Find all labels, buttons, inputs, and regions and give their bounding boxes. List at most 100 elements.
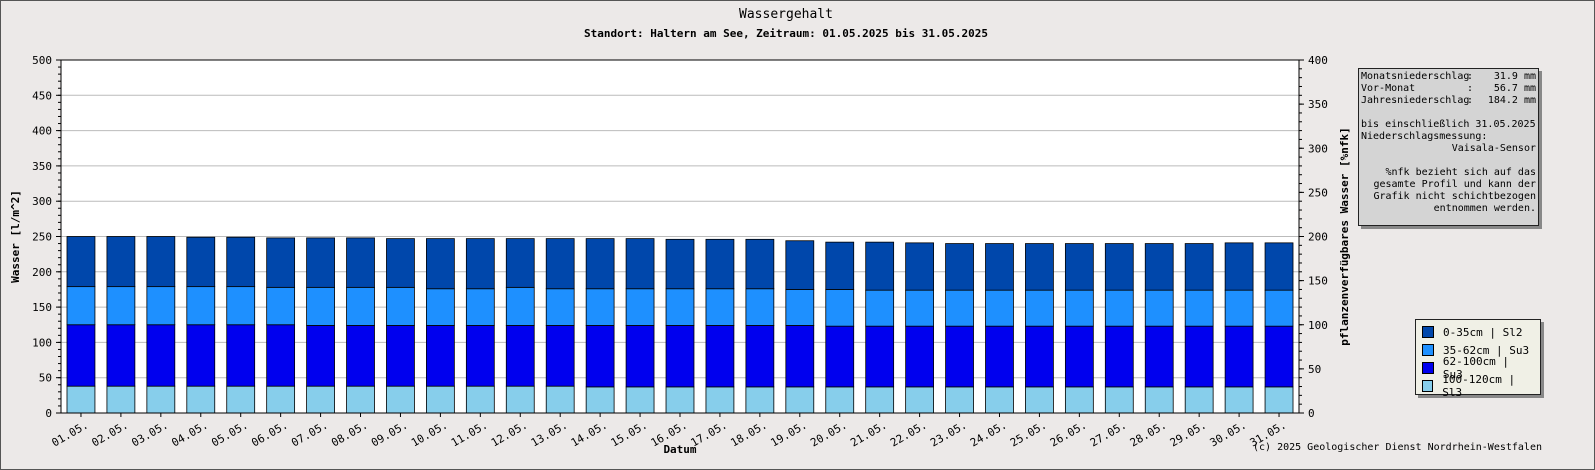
info-row-label: Monatsniederschlag: [1361, 71, 1470, 82]
bar-segment: [745, 325, 775, 388]
bar-segment: [625, 386, 655, 414]
chart-subtitle: Standort: Haltern am See, Zeitraum: 01.0…: [584, 27, 988, 40]
y-tick-label: 300: [32, 195, 52, 208]
bar-segment: [1025, 243, 1054, 291]
bar-segment: [785, 240, 815, 290]
bar-segment: [306, 325, 335, 387]
bar-segment: [1104, 289, 1134, 327]
bar-segment: [386, 325, 415, 387]
bar-segment: [505, 385, 535, 414]
bar-segment: [186, 286, 216, 326]
x-tick-label: 25.05.: [1008, 418, 1049, 449]
bar-segment: [386, 238, 415, 288]
bar-segment: [1224, 242, 1254, 291]
info-row-label: Vor-Monat: [1361, 83, 1416, 94]
bar-segment: [346, 286, 375, 326]
bar-segment: [905, 242, 934, 291]
bar-segment: [705, 386, 735, 414]
bar-segment: [106, 286, 136, 326]
legend-item: 0-35cm | Sl2: [1422, 323, 1534, 341]
bar-segment: [585, 238, 615, 290]
bar-segment: [665, 386, 695, 414]
bar-segment: [545, 385, 575, 414]
x-tick-label: 29.05.: [1168, 418, 1209, 449]
bar-segment: [1184, 386, 1214, 414]
bar-segment: [945, 386, 974, 414]
info-row-sep: :: [1467, 95, 1474, 106]
bar-segment: [266, 237, 296, 288]
bar-segment: [705, 288, 735, 326]
bar-segment: [1064, 325, 1094, 388]
precipitation-info-box: Monatsniederschlag: 31.9 mm Vor-Monat: 56.7…: [1358, 68, 1539, 226]
bar-segment: [226, 324, 256, 387]
legend-label: 100-120cm | Sl3: [1442, 373, 1516, 399]
x-tick-label: 15.05.: [609, 418, 650, 449]
bar-segment: [146, 385, 176, 414]
x-tick-label: 10.05.: [409, 418, 450, 449]
chart-title: Wassergehalt: [739, 7, 833, 22]
y-right-tick-label: 200: [1308, 231, 1328, 244]
bar-segment: [346, 385, 375, 414]
x-tick-label: 09.05.: [369, 418, 410, 449]
x-tick-label: 22.05.: [888, 418, 929, 449]
bar-segment: [306, 237, 335, 288]
bar-segment: [1264, 242, 1294, 291]
y-right-tick-label: 350: [1308, 98, 1328, 111]
bar-segment: [865, 241, 895, 291]
bar-segment: [985, 386, 1014, 414]
bar-segment: [545, 238, 575, 290]
bar-segment: [625, 238, 655, 290]
bar-segment: [585, 288, 615, 326]
bar-segment: [386, 286, 415, 326]
bar-segment: [1264, 386, 1294, 414]
legend-item: 62-100cm | Su3: [1422, 355, 1534, 381]
bar-segment: [1025, 289, 1054, 327]
x-tick-label: 01.05.: [50, 418, 91, 449]
bar-segment: [785, 386, 815, 414]
bar-segment: [785, 325, 815, 388]
x-tick-label: 24.05.: [968, 418, 1009, 449]
bar-segment: [426, 288, 455, 326]
bar-segment: [905, 289, 934, 327]
info-row: Vor-Monat: 56.7 mm: [1361, 83, 1536, 95]
bar-segment: [625, 325, 655, 388]
bar-segment: [1104, 243, 1134, 291]
bar-segment: [865, 289, 895, 327]
info-note: %nfk bezieht sich auf das gesamte Profil…: [1373, 167, 1536, 214]
bar-segment: [505, 325, 535, 387]
copyright-notice: (c) 2025 Geologischer Dienst Nordrhein-W…: [1253, 442, 1542, 453]
y-right-tick-label: 0: [1308, 407, 1315, 420]
bar-segment: [66, 236, 96, 288]
legend-swatch: [1422, 344, 1434, 356]
x-tick-label: 20.05.: [808, 418, 849, 449]
bar-segment: [1224, 289, 1254, 327]
bar-segment: [1144, 386, 1174, 414]
bar-segment: [625, 288, 655, 326]
bar-segment: [825, 241, 855, 290]
bar-segment: [505, 238, 535, 288]
bar-segment: [66, 385, 96, 414]
bar-segment: [945, 243, 974, 291]
x-tick-label: 12.05.: [489, 418, 530, 449]
x-tick-label: 07.05.: [289, 418, 330, 449]
bar-segment: [465, 288, 495, 326]
bar-segment: [1224, 325, 1254, 388]
info-row: Monatsniederschlag: 31.9 mm: [1361, 71, 1536, 83]
bar-segment: [106, 236, 136, 288]
info-until: bis einschließlich 31.05.2025: [1361, 119, 1536, 130]
bar-segment: [106, 324, 136, 387]
bar-segment: [985, 243, 1014, 291]
bar-segment: [745, 288, 775, 326]
bar-segment: [66, 324, 96, 387]
x-tick-label: 02.05.: [89, 418, 130, 449]
bar-segment: [1104, 386, 1134, 414]
legend-item: 100-120cm | Sl3: [1422, 373, 1534, 399]
x-tick-label: 03.05.: [129, 418, 170, 449]
x-tick-label: 28.05.: [1128, 418, 1169, 449]
y-right-tick-label: 150: [1308, 275, 1328, 288]
bar-segment: [585, 325, 615, 388]
bar-segment: [1224, 386, 1254, 414]
bar-segment: [505, 286, 535, 326]
